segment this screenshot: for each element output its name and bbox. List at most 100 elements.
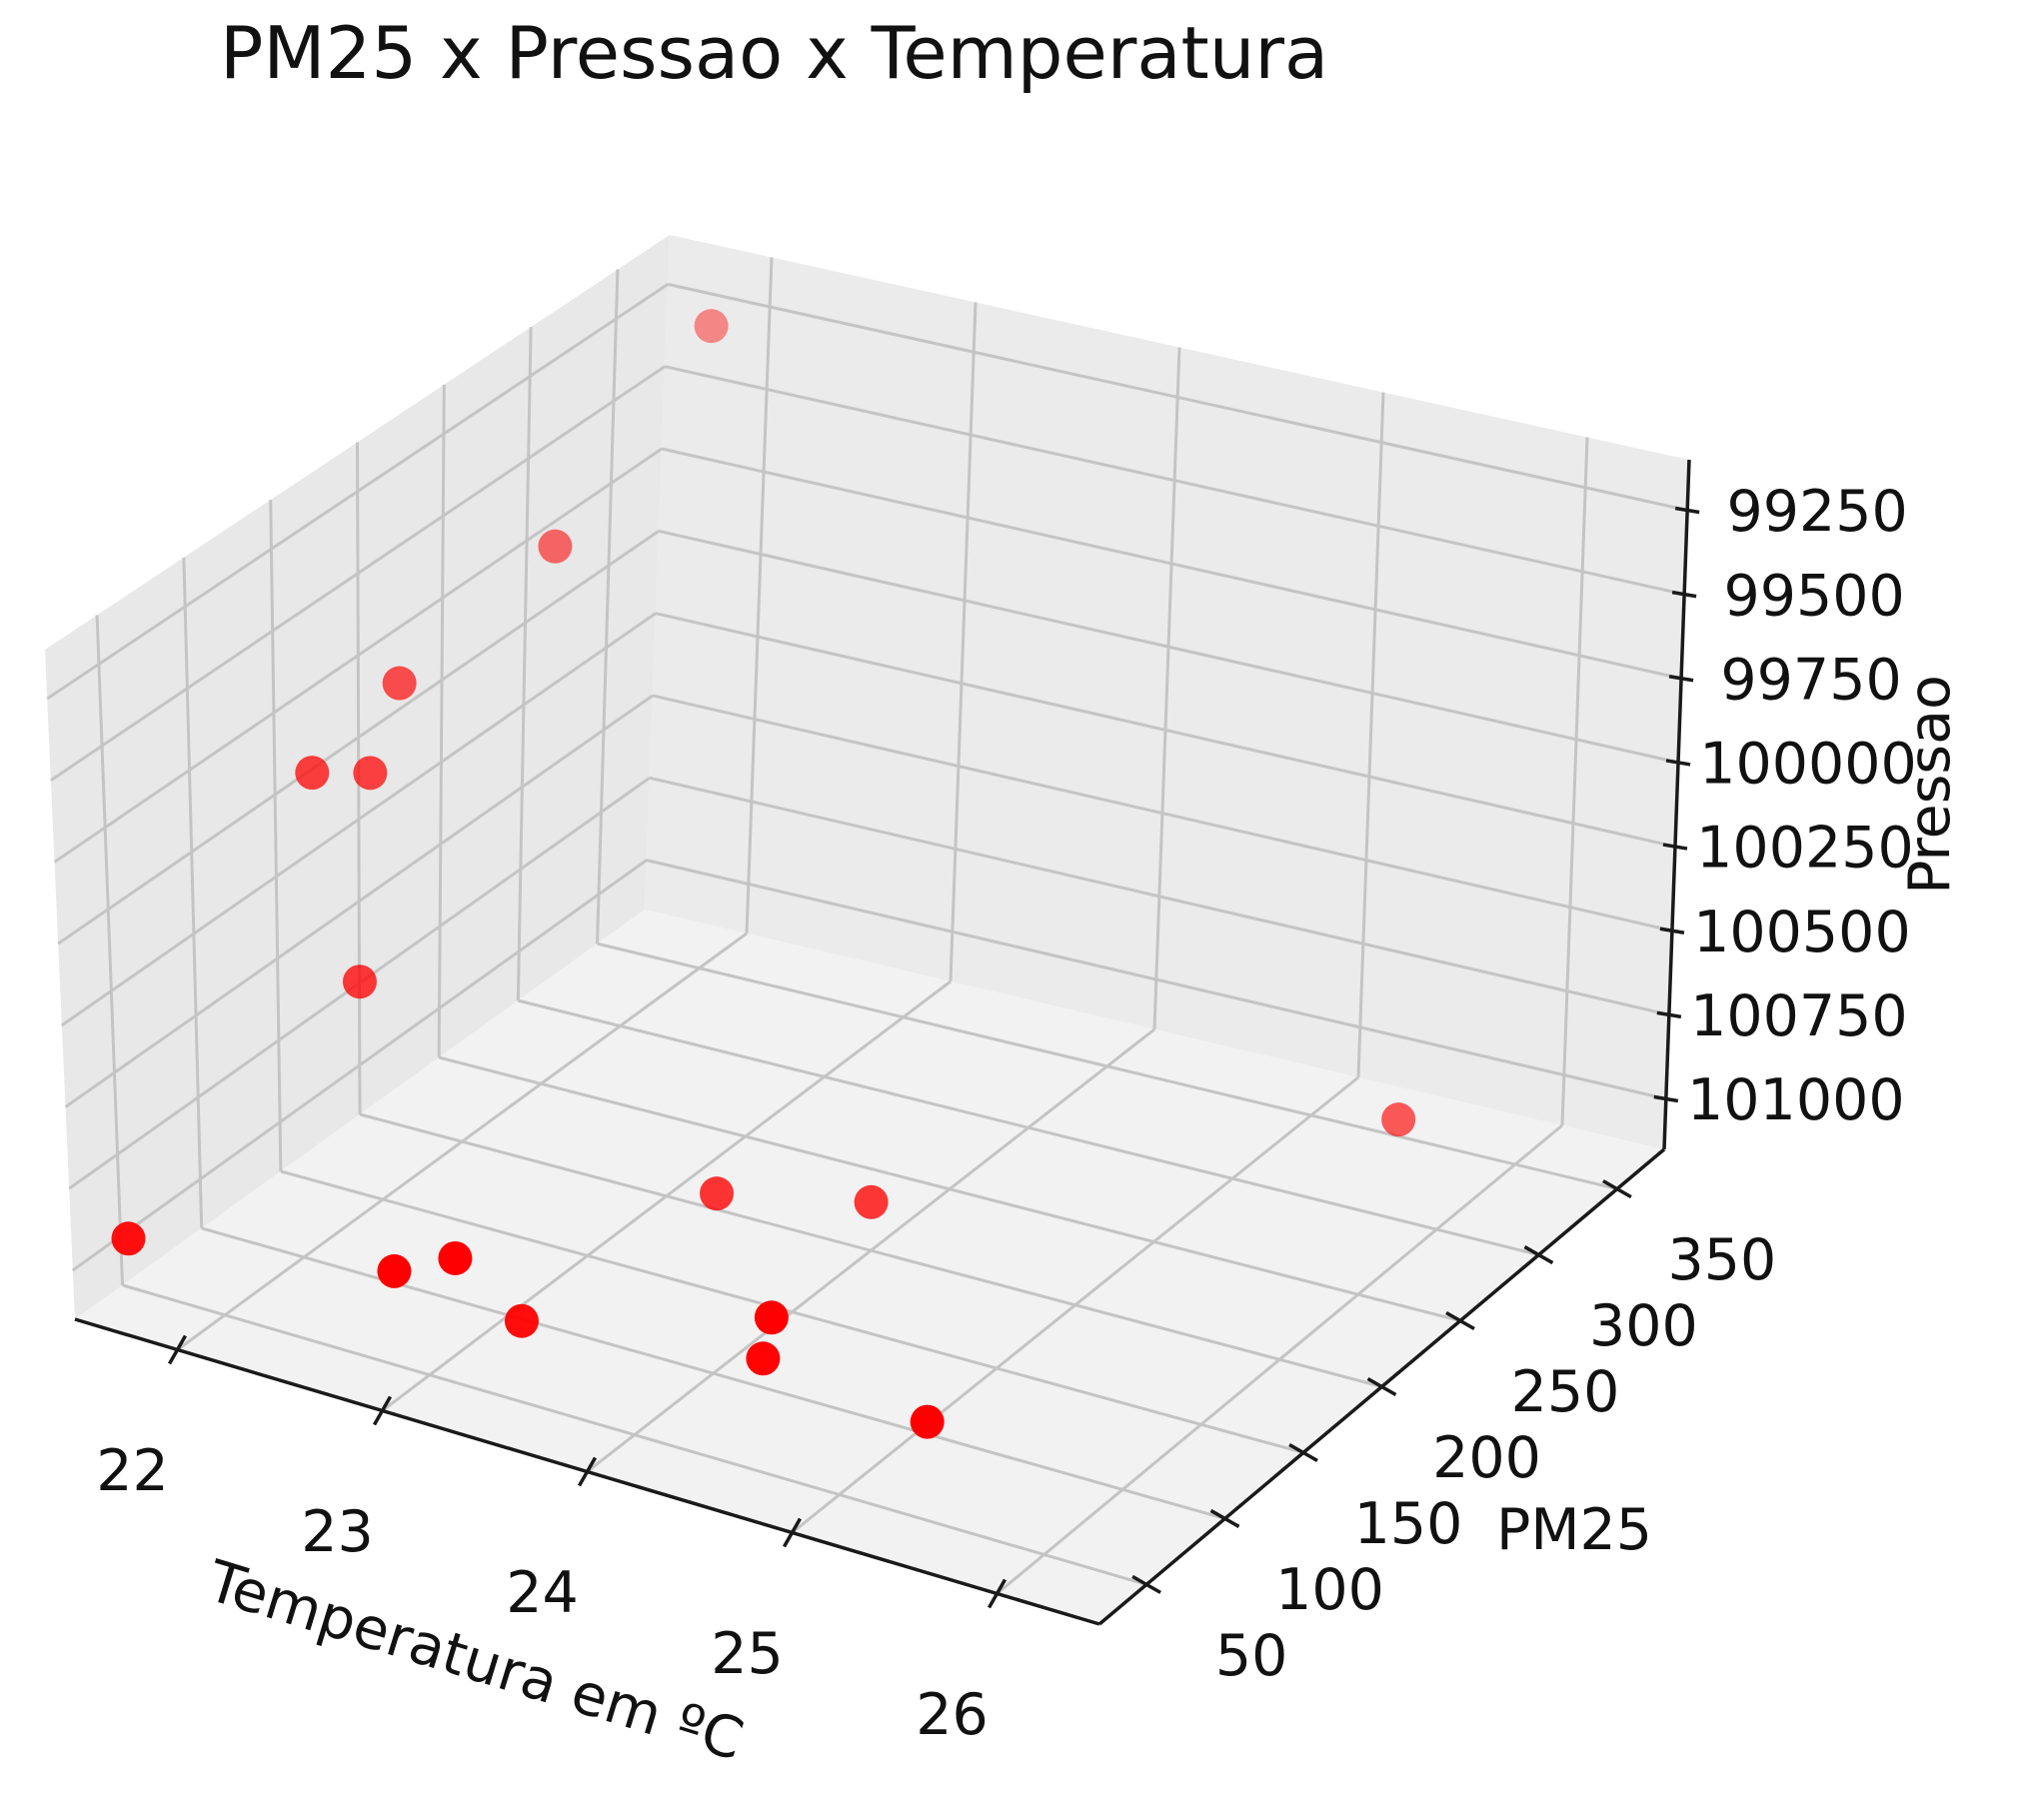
data-point (694, 309, 729, 344)
grid-lines (46, 257, 1688, 1595)
tick-marks (167, 506, 1700, 1609)
x-tick-label: 23 (301, 1499, 374, 1565)
x-tick-mark (372, 1395, 393, 1426)
y-tick-mark (1131, 1574, 1161, 1594)
z-grid-back (661, 447, 1682, 681)
y-grid-left (437, 384, 446, 1058)
data-point (377, 1253, 412, 1288)
x-tick-mark (782, 1517, 803, 1548)
y-tick-label: 350 (1668, 1227, 1777, 1293)
x-tick-mark (577, 1456, 598, 1487)
z-grid-back (649, 776, 1670, 1016)
z-axis-line (1662, 459, 1691, 1150)
z-tick-label: 100750 (1690, 983, 1908, 1049)
z-grid-left (64, 694, 654, 1108)
z-tick-mark (1662, 843, 1688, 851)
x-grid-back (745, 257, 774, 934)
y-tick-mark (1523, 1245, 1554, 1265)
data-point (111, 1221, 146, 1256)
x-grid-back (949, 302, 978, 982)
z-grid-left (53, 447, 663, 864)
z-tick-label: 99500 (1723, 563, 1904, 629)
x-tick-label: 25 (711, 1621, 784, 1687)
data-point (700, 1176, 735, 1211)
y-grid-floor (597, 941, 1618, 1191)
z-grid-left (60, 612, 657, 1027)
z-tick-mark (1656, 1010, 1682, 1019)
z-tick-mark (1653, 1094, 1679, 1103)
y-grid-floor (201, 1226, 1225, 1520)
data-point (382, 666, 417, 701)
y-tick-label: 200 (1432, 1425, 1541, 1491)
z-tick-label: 101000 (1687, 1067, 1905, 1133)
y-tick-label: 100 (1275, 1557, 1384, 1623)
y-grid-floor (280, 1169, 1304, 1454)
data-point (754, 1300, 789, 1335)
data-point (438, 1240, 473, 1275)
z-axis-label: Pressao (1897, 675, 1963, 895)
z-tick-label: 100000 (1699, 732, 1917, 798)
y-tick-label: 50 (1215, 1623, 1288, 1689)
y-grid-floor (517, 998, 1539, 1257)
x-grid-back (1560, 437, 1589, 1126)
data-point (746, 1341, 781, 1376)
z-tick-label: 100250 (1696, 816, 1914, 882)
y-grid-left (596, 269, 620, 944)
x-tick-label: 24 (506, 1560, 579, 1626)
data-point (295, 756, 330, 791)
data-points (111, 309, 1416, 1439)
data-point (910, 1404, 945, 1439)
y-tick-mark (1602, 1179, 1632, 1199)
x-tick-mark (987, 1578, 1008, 1609)
x-grid-back (1356, 392, 1385, 1078)
data-point (504, 1303, 539, 1338)
z-grid-back (646, 859, 1667, 1100)
z-grid-left (46, 283, 670, 701)
z-tick-mark (1674, 506, 1700, 515)
y-grid-left (95, 615, 124, 1285)
z-tick-label: 99750 (1720, 647, 1901, 713)
data-point (1381, 1102, 1416, 1137)
y-grid-floor (122, 1283, 1147, 1586)
z-tick-mark (1665, 759, 1691, 767)
y-tick-label: 250 (1511, 1359, 1620, 1425)
x-axis-label: Temperatura em ºC (199, 1548, 751, 1774)
y-grid-left (269, 500, 283, 1171)
y-tick-mark (1366, 1376, 1397, 1397)
z-tick-mark (1659, 926, 1685, 934)
z-grid-left (71, 859, 648, 1272)
y-tick-label: 300 (1589, 1293, 1698, 1359)
z-grid-back (658, 529, 1679, 765)
z-grid-back (664, 365, 1685, 597)
x-tick-label: 22 (96, 1438, 169, 1504)
y-grid-floor (359, 1112, 1382, 1388)
z-tick-mark (1671, 590, 1697, 599)
y-tick-mark (1288, 1442, 1318, 1462)
data-point (854, 1184, 889, 1219)
z-grid-left (57, 530, 660, 945)
data-point (353, 756, 388, 791)
z-grid-left (50, 365, 666, 782)
floor-pane (75, 910, 1664, 1624)
x-grid-back (1152, 347, 1181, 1030)
x-tick-mark (167, 1334, 188, 1365)
y-grid-left (516, 327, 533, 1001)
y-axis-label: PM25 (1496, 1497, 1652, 1563)
z-grid-back (652, 694, 1673, 932)
y-grid-left (182, 557, 204, 1228)
y-tick-mark (1209, 1508, 1240, 1528)
z-tick-label: 99250 (1727, 479, 1908, 545)
y-grid-floor (438, 1055, 1461, 1322)
chart-title: PM25 x Pressao x Temperatura (220, 11, 1328, 95)
x-tick-label: 26 (916, 1682, 989, 1748)
z-tick-label: 100500 (1693, 900, 1911, 965)
y-tick-label: 150 (1354, 1491, 1463, 1557)
z-grid-back (655, 612, 1676, 849)
y-tick-mark (1445, 1311, 1475, 1331)
z-grid-back (667, 282, 1688, 512)
z-tick-mark (1668, 675, 1694, 683)
data-point (538, 529, 573, 564)
